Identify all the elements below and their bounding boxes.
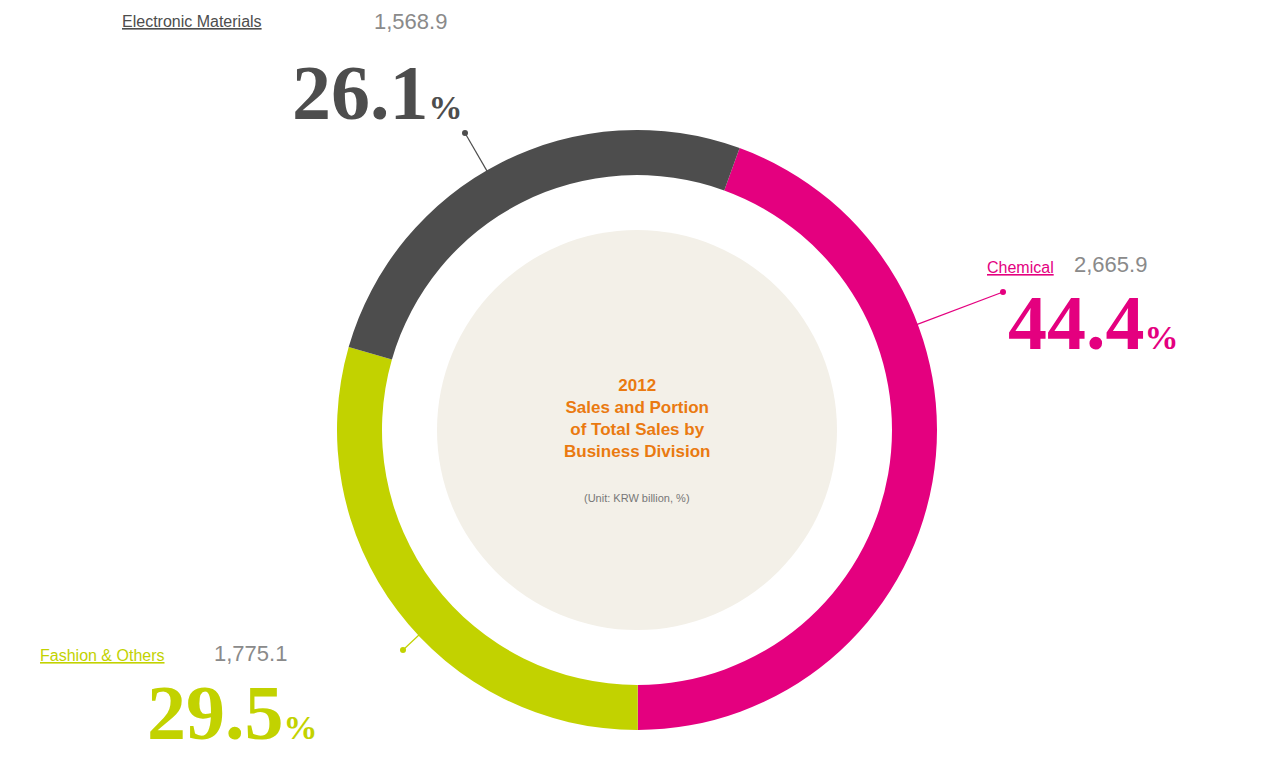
svg-text:44.4%: 44.4% <box>1008 279 1179 366</box>
svg-text:1,568.9: 1,568.9 <box>374 9 447 34</box>
svg-text:Electronic Materials: Electronic Materials <box>122 13 262 30</box>
svg-text:2,665.9: 2,665.9 <box>1074 252 1147 277</box>
svg-text:2012Sales and Portionof Total: 2012Sales and Portionof Total Sales byBu… <box>564 376 710 461</box>
svg-text:26.1%: 26.1% <box>292 49 463 136</box>
svg-text:(Unit: KRW billion, %): (Unit: KRW billion, %) <box>584 492 690 504</box>
svg-text:Chemical: Chemical <box>987 259 1054 276</box>
svg-text:1,775.1: 1,775.1 <box>214 641 287 666</box>
svg-text:Fashion & Others: Fashion & Others <box>40 647 165 664</box>
svg-text:29.5%: 29.5% <box>147 669 318 756</box>
